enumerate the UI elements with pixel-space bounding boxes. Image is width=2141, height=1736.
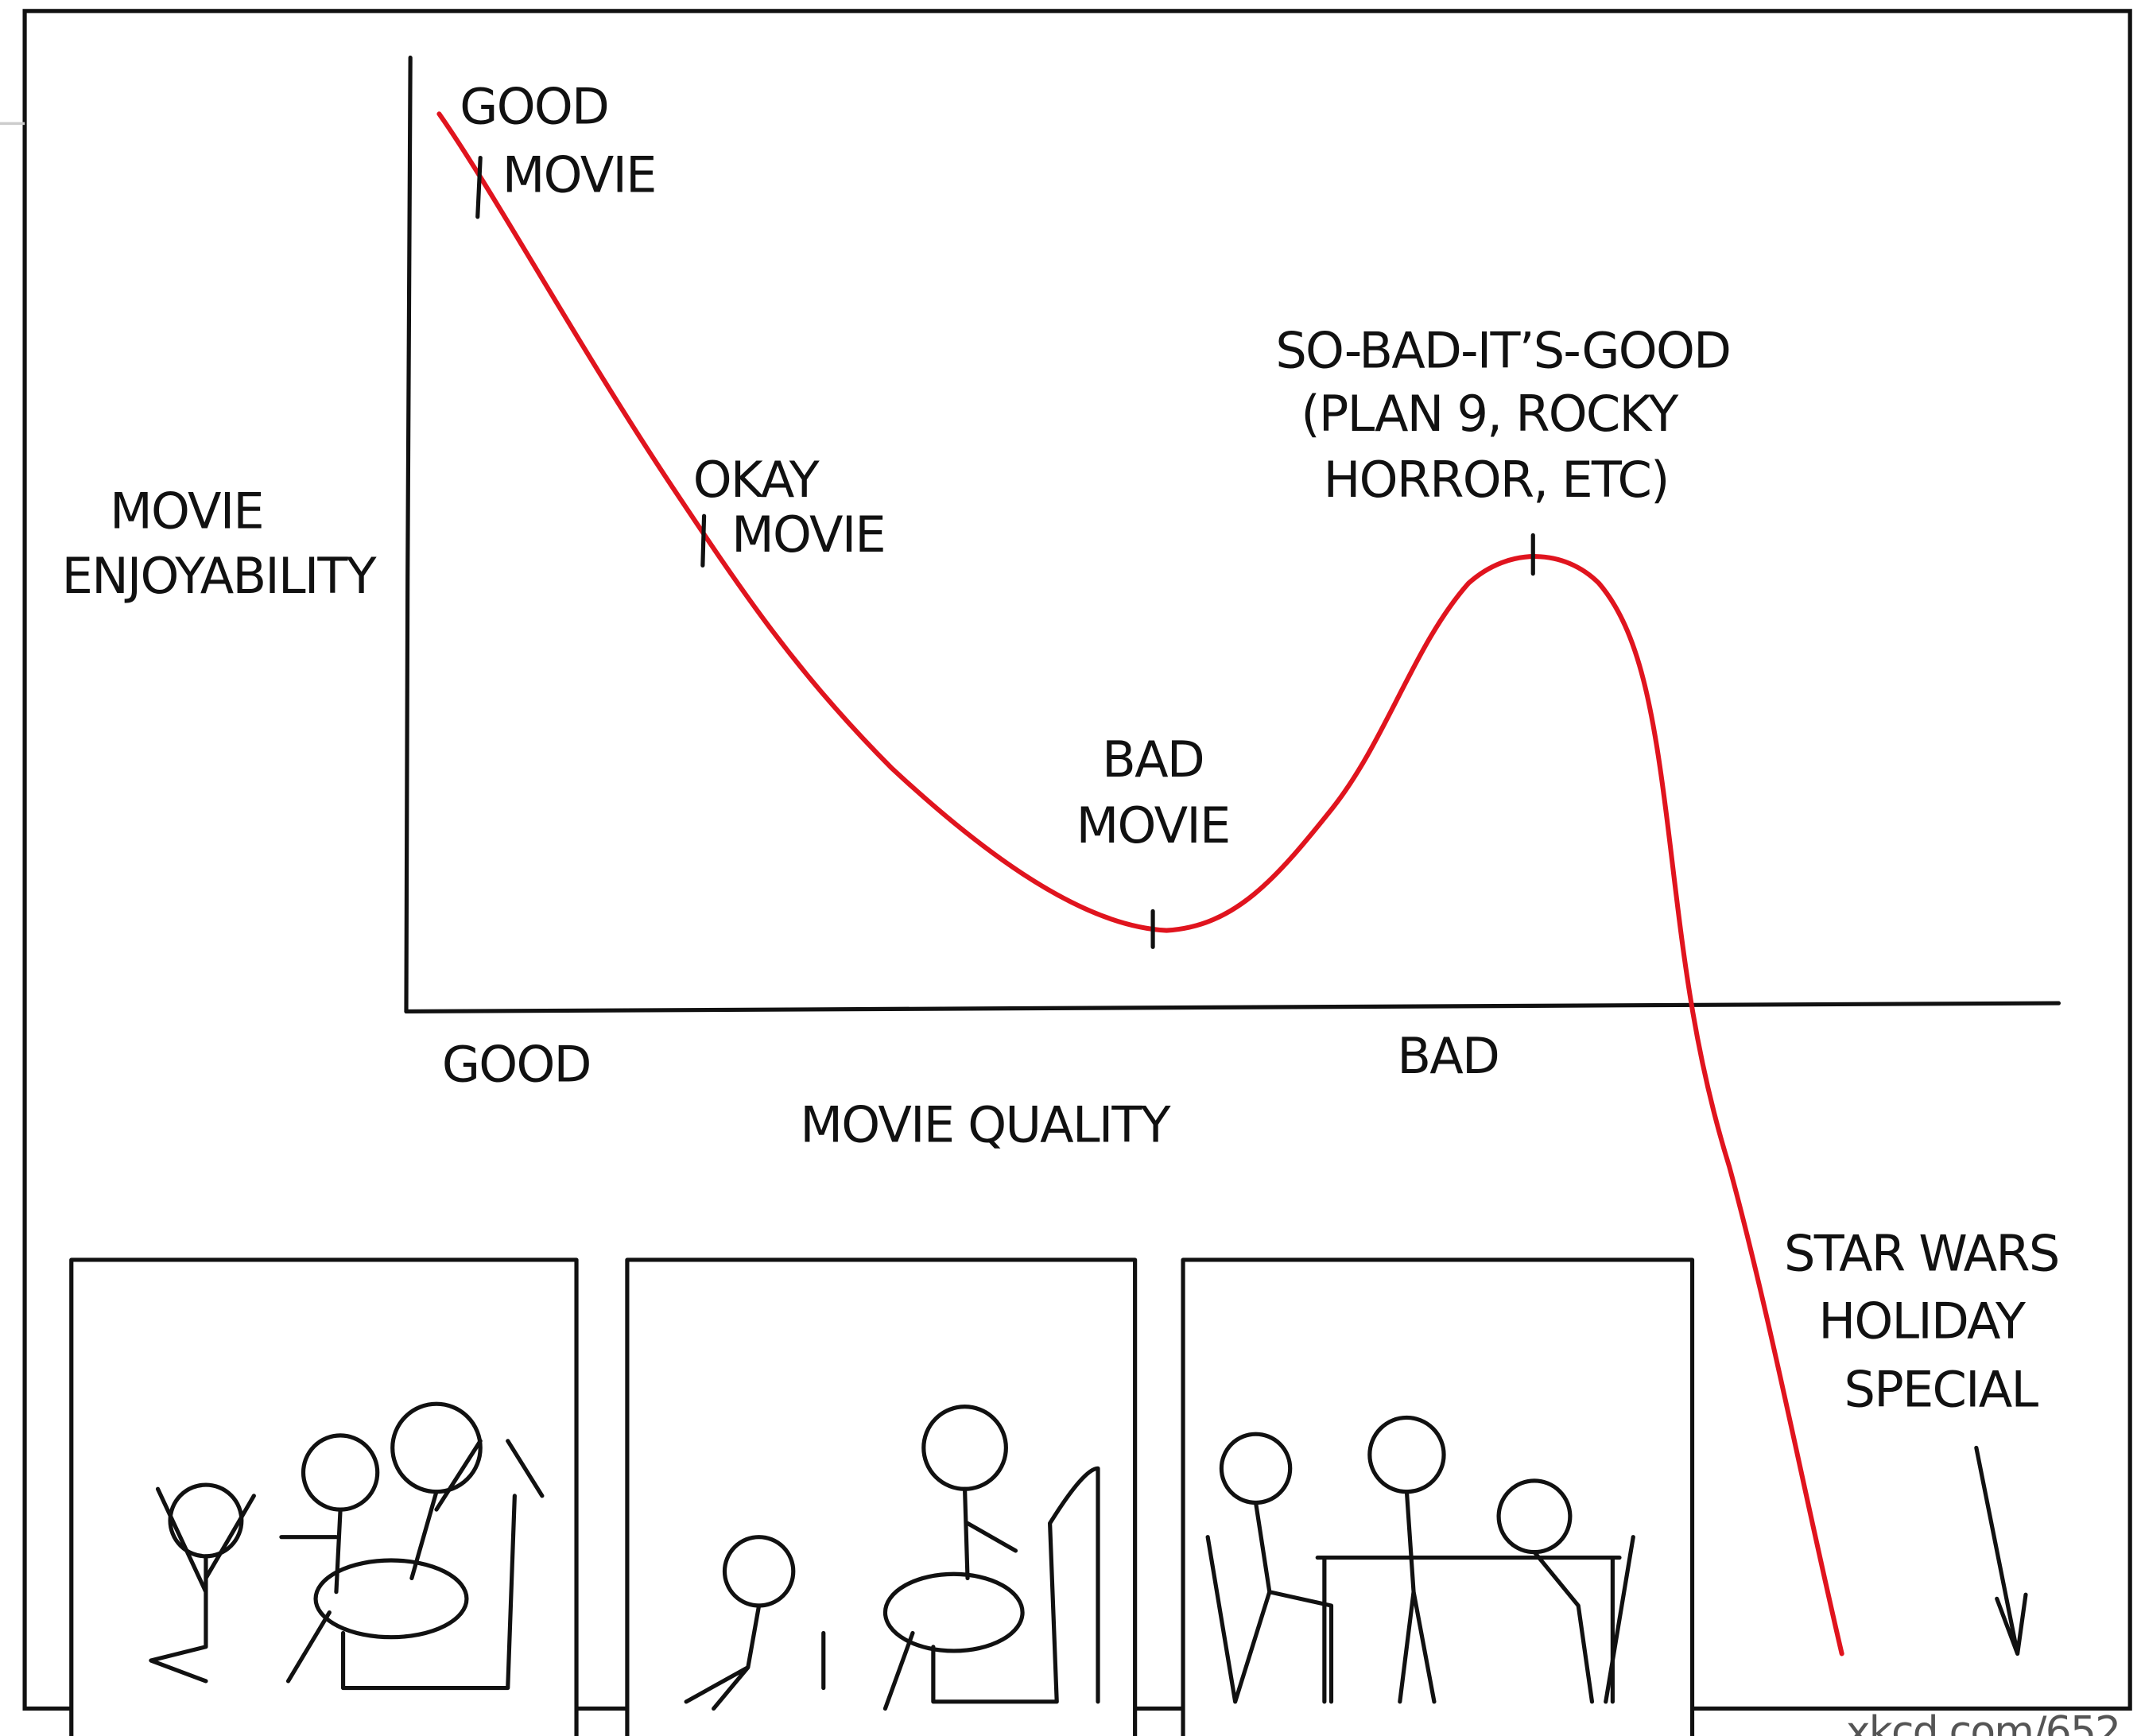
curve-label: OKAY	[693, 451, 820, 509]
y-axis-label: MOVIE	[110, 482, 263, 541]
curve-label: GOOD	[460, 77, 608, 135]
curve-label: STAR WARS	[1784, 1225, 2059, 1283]
x-axis-end-label: BAD	[1397, 1027, 1499, 1085]
x-axis-end-label: GOOD	[442, 1035, 591, 1093]
curve-label: BAD	[1102, 730, 1204, 789]
curve-label: MOVIE	[502, 146, 656, 204]
curve-label: SO-BAD-IT’S-GOOD	[1275, 322, 1730, 380]
panels	[72, 1260, 1693, 1736]
curve-tick	[703, 516, 704, 565]
curve-label: (PLAN 9, ROCKY	[1301, 385, 1679, 443]
arrow	[1976, 1447, 2026, 1653]
y-axis	[406, 58, 410, 1012]
x-axis-label: MOVIE QUALITY	[800, 1095, 1171, 1153]
curve-tick	[478, 158, 480, 217]
curve-label: MOVIE	[731, 506, 885, 564]
curve-label: HOLIDAY	[1818, 1292, 2027, 1350]
curve-label: SPECIAL	[1844, 1361, 2039, 1419]
curve-label: HORROR, ETC)	[1324, 451, 1669, 509]
x-axis	[406, 1003, 2058, 1011]
y-axis-label: ENJOYABILITY	[62, 547, 378, 605]
footer: xkcd.com/652	[1846, 1708, 2120, 1736]
curve-label: MOVIE	[1076, 796, 1230, 854]
comic: GOOD MOVIE OKAY MOVIE BAD MOVIE SO-BAD-I…	[0, 0, 2141, 1736]
